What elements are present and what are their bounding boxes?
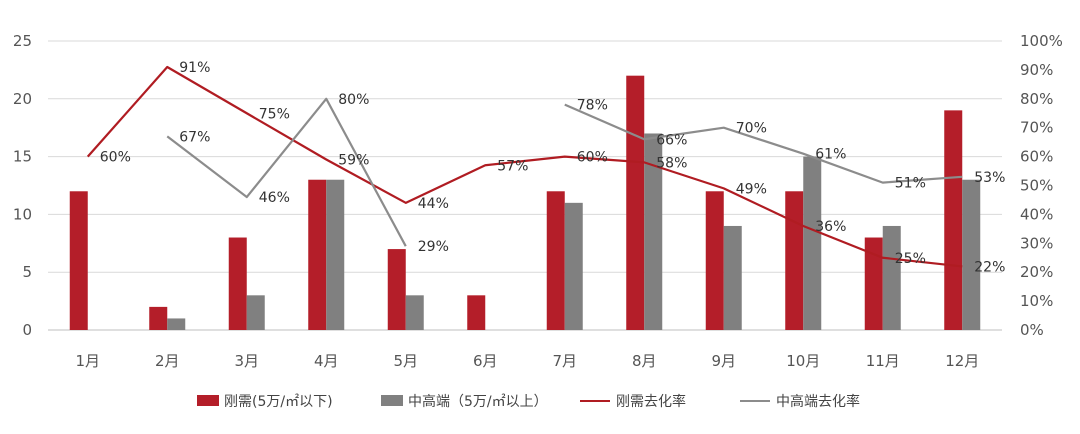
bar-mid-high (723, 225, 742, 330)
y-right-tick-label: 20% (1020, 263, 1053, 281)
mid-high-rate-label: 78% (577, 98, 608, 114)
bar-rigid (467, 295, 486, 330)
bar-mid-high (644, 133, 663, 330)
y-left-tick-label: 20 (13, 90, 32, 108)
legend-mid-high-bar-swatch (381, 395, 403, 406)
x-tick-label: 7月 (552, 352, 577, 370)
y-right-tick-label: 70% (1020, 119, 1053, 137)
mid-high-rate-label: 53% (974, 170, 1005, 186)
rigid-rate-label: 59% (338, 152, 369, 168)
y-right-tick-label: 80% (1020, 90, 1053, 108)
bar-rigid (944, 110, 963, 330)
y-left-tick-label: 25 (13, 32, 32, 50)
y-right-tick-label: 60% (1020, 148, 1053, 166)
y-right-tick-label: 50% (1020, 177, 1053, 195)
y-left-tick-label: 5 (22, 263, 32, 281)
mid-high-rate-label: 29% (418, 239, 449, 255)
mid-high-rate-label: 80% (338, 92, 369, 108)
legend-rigid-bar-swatch (197, 395, 219, 406)
bar-mid-high (246, 295, 265, 330)
axis-layer: 0 5 10 15 20 25 0% 10% 20% 30% 40% 50% 60% 70% 80% 90% 1… (13, 32, 1063, 370)
mid-high-rate-label: 66% (656, 132, 687, 148)
bar-rigid (546, 191, 565, 330)
bar-mid-high (882, 225, 901, 330)
rigid-rate-label: 36% (815, 219, 846, 235)
bar-rigid (705, 191, 724, 330)
bar-mid-high (326, 179, 345, 330)
rigid-rate-label: 49% (736, 181, 767, 197)
x-tick-label: 1月 (75, 352, 100, 370)
x-tick-label: 6月 (473, 352, 498, 370)
y-left-tick-label: 0 (22, 321, 32, 339)
y-right-tick-label: 40% (1020, 205, 1053, 223)
x-tick-label: 8月 (632, 352, 657, 370)
x-tick-label: 9月 (711, 352, 736, 370)
x-tick-label: 4月 (314, 352, 339, 370)
y-right-tick-label: 90% (1020, 61, 1053, 79)
legend-mid-high-rate-line-label: 中高端去化率 (776, 393, 860, 410)
rigid-rate-label: 58% (656, 155, 687, 171)
rigid-rate-label: 91% (179, 60, 210, 76)
mid-high-rate-label: 46% (259, 190, 290, 206)
mid-high-rate-label: 61% (815, 147, 846, 163)
bar-rigid (149, 306, 168, 330)
x-tick-label: 2月 (155, 352, 180, 370)
y-left-tick-label: 10 (13, 205, 32, 223)
legend-rigid-bar-label: 刚需(5万/㎡以下) (224, 394, 333, 410)
legend: 刚需(5万/㎡以下) 中高端（5万/㎡以上） 刚需去化率 中高端去化率 (197, 393, 860, 410)
legend-mid-high-bar-label: 中高端（5万/㎡以上） (408, 393, 548, 410)
data-label-layer: 60% 91% 75% 59% 44% 57% 60% 58% 49% 36% 25% 22% 67% 4… (100, 60, 1006, 275)
x-tick-label: 3月 (234, 352, 259, 370)
bar-rigid (308, 179, 327, 330)
x-tick-label: 5月 (393, 352, 418, 370)
x-tick-label: 10月 (786, 352, 820, 370)
bar-rigid (785, 191, 804, 330)
bar-mid-high (167, 318, 186, 330)
y-right-tick-label: 10% (1020, 292, 1053, 310)
legend-rigid-rate-line-label: 刚需去化率 (616, 393, 686, 410)
mid-high-rate-label: 70% (736, 121, 767, 137)
bar-mid-high (564, 202, 583, 330)
line-mid-high-rate (564, 103, 963, 184)
bar-rigid (626, 75, 645, 331)
bar-rigid (864, 237, 883, 330)
mid-high-rate-label: 67% (179, 129, 210, 145)
rigid-rate-label: 60% (100, 150, 131, 166)
bar-rigid (228, 237, 247, 330)
y-left-tick-label: 15 (13, 148, 32, 166)
y-right-tick-label: 30% (1020, 234, 1053, 252)
bar-mid-high (803, 156, 822, 330)
bar-mid-high (962, 179, 981, 330)
grid-layer (48, 40, 1002, 273)
line-rigid-rate (86, 65, 963, 268)
line-layer (86, 65, 963, 268)
rigid-rate-label: 75% (259, 106, 290, 122)
rigid-rate-label: 44% (418, 196, 449, 212)
bar-layer (69, 75, 981, 331)
y-right-tick-label: 100% (1020, 32, 1063, 50)
line-mid-high-rate (166, 97, 407, 247)
x-tick-label: 11月 (866, 352, 900, 370)
y-right-tick-label: 0% (1020, 321, 1044, 339)
rigid-rate-label: 60% (577, 150, 608, 166)
bar-mid-high (405, 295, 424, 330)
bar-rigid (69, 191, 88, 330)
mid-high-rate-label: 51% (895, 176, 926, 192)
rigid-rate-label: 22% (974, 259, 1005, 275)
x-tick-label: 12月 (945, 352, 979, 370)
rigid-rate-label: 25% (895, 251, 926, 267)
rigid-rate-label: 57% (497, 158, 528, 174)
bar-rigid (387, 249, 406, 330)
